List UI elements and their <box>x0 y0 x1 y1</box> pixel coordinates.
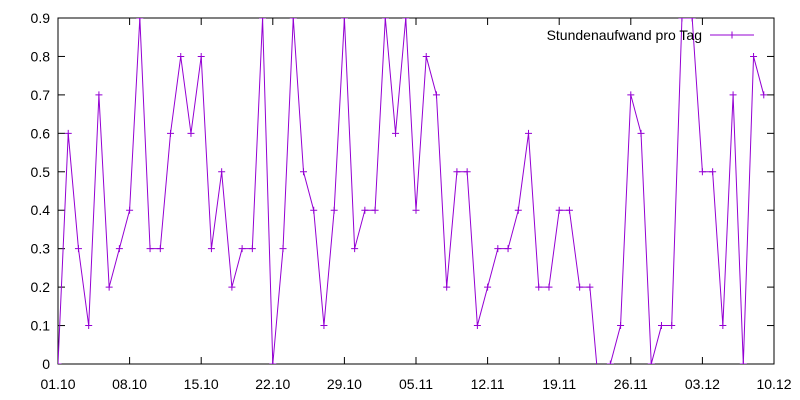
data-point <box>463 168 471 176</box>
data-point <box>187 129 195 137</box>
data-point <box>310 206 318 214</box>
legend: Stundenaufwand pro Tag <box>547 27 754 43</box>
data-point <box>299 168 307 176</box>
data-point <box>146 245 154 253</box>
data-point <box>586 283 594 291</box>
data-point <box>719 322 727 330</box>
data-point <box>228 283 236 291</box>
data-point <box>95 91 103 99</box>
data-point <box>688 18 696 22</box>
y-tick-label: 0.4 <box>31 202 51 218</box>
data-point <box>361 206 369 214</box>
y-tick-label: 0.1 <box>31 318 51 334</box>
data-point <box>115 245 123 253</box>
data-point <box>269 360 277 364</box>
x-tick-label: 29.10 <box>327 376 362 392</box>
data-point <box>545 283 553 291</box>
x-tick-label: 15.10 <box>184 376 219 392</box>
data-point <box>473 322 481 330</box>
data-point <box>617 322 625 330</box>
x-tick-label: 03.12 <box>685 376 720 392</box>
data-point <box>750 52 758 60</box>
data-point <box>535 283 543 291</box>
data-point <box>657 322 665 330</box>
data-point <box>412 206 420 214</box>
data-point <box>371 206 379 214</box>
data-point <box>279 245 287 253</box>
data-point <box>565 206 573 214</box>
x-tick-label: 26.11 <box>614 376 648 392</box>
data-point <box>668 322 676 330</box>
data-point <box>525 129 533 137</box>
x-tick-label: 01.10 <box>40 376 75 392</box>
data-point <box>739 360 747 364</box>
data-point <box>678 18 686 22</box>
data-point <box>330 206 338 214</box>
x-tick-label: 19.11 <box>542 376 576 392</box>
data-point <box>606 360 614 364</box>
data-point <box>289 18 297 22</box>
data-point <box>105 283 113 291</box>
data-point <box>729 91 737 99</box>
series-layer <box>58 18 768 364</box>
data-point <box>555 206 563 214</box>
data-point <box>514 206 522 214</box>
data-point <box>647 360 655 364</box>
data-point <box>85 322 93 330</box>
data-point <box>381 18 389 22</box>
y-tick-label: 0.9 <box>31 10 51 26</box>
data-point <box>484 283 492 291</box>
data-point <box>392 129 400 137</box>
data-point <box>136 18 144 22</box>
x-tick-label: 22.10 <box>255 376 290 392</box>
series-line <box>58 18 765 364</box>
data-point <box>197 52 205 60</box>
data-point <box>218 168 226 176</box>
y-tick-label: 0.3 <box>31 241 51 257</box>
data-point <box>494 245 502 253</box>
data-point <box>402 18 410 22</box>
y-tick-label: 0.2 <box>31 279 51 295</box>
y-tick-label: 0 <box>42 356 50 372</box>
data-point <box>453 168 461 176</box>
x-tick-label: 08.10 <box>112 376 147 392</box>
data-point <box>422 52 430 60</box>
data-point <box>351 245 359 253</box>
data-point <box>177 52 185 60</box>
x-tick-label: 10.12 <box>756 376 791 392</box>
data-point <box>64 129 72 137</box>
data-point <box>238 245 246 253</box>
data-point <box>207 245 215 253</box>
data-point <box>156 245 164 253</box>
data-point <box>126 206 134 214</box>
data-point <box>698 168 706 176</box>
y-tick-label: 0.7 <box>31 87 51 103</box>
y-tick-label: 0.5 <box>31 164 51 180</box>
data-point <box>340 18 348 22</box>
data-point <box>167 129 175 137</box>
data-point <box>58 360 62 364</box>
y-tick-label: 0.8 <box>31 48 51 64</box>
x-tick-label: 05.11 <box>399 376 433 392</box>
data-point <box>259 18 267 22</box>
ticks-layer: 0 0.1 0.2 0.3 0.4 0.5 0.6 0.7 0.8 0.9 01.10 08.10 15… <box>31 10 792 392</box>
legend-marker <box>728 31 736 39</box>
data-point <box>320 322 328 330</box>
data-point <box>709 168 717 176</box>
data-point <box>74 245 82 253</box>
legend-label: Stundenaufwand pro Tag <box>547 27 702 43</box>
x-tick-label: 12.11 <box>471 376 505 392</box>
y-tick-label: 0.6 <box>31 125 51 141</box>
data-point <box>248 245 256 253</box>
data-point <box>443 283 451 291</box>
data-point <box>576 283 584 291</box>
data-point <box>637 129 645 137</box>
data-point <box>432 91 440 99</box>
data-point <box>504 245 512 253</box>
data-point <box>760 91 768 99</box>
data-point <box>627 91 635 99</box>
